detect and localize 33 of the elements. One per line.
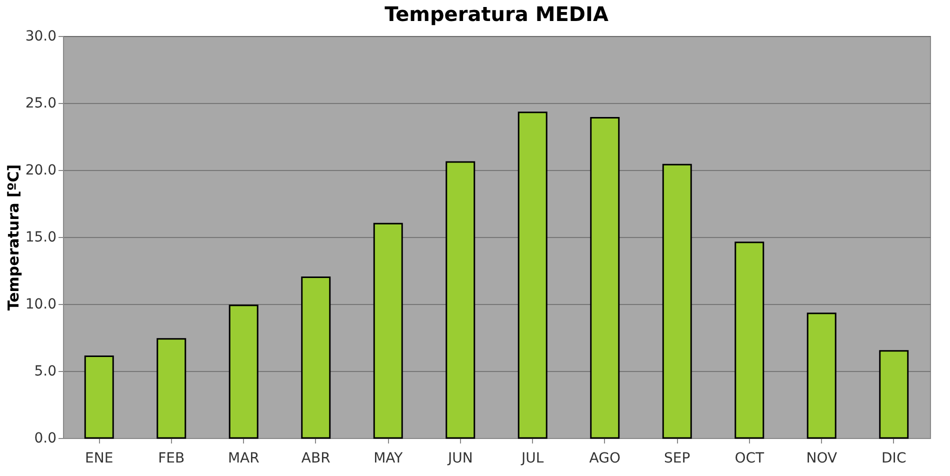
- y-tick-label: 0.0: [34, 430, 56, 446]
- bar: [156, 338, 186, 439]
- x-tick-label: SEP: [664, 450, 690, 466]
- x-tick-label: ABR: [301, 450, 331, 466]
- y-axis-title: Temperatura [ºC]: [4, 164, 22, 311]
- x-tick-label: OCT: [734, 450, 764, 466]
- y-tick-label: 20.0: [25, 162, 56, 178]
- y-tick-label: 15.0: [25, 230, 56, 246]
- y-tick-label: 10.0: [25, 296, 56, 312]
- bar: [446, 161, 476, 439]
- x-tick-label: JUL: [520, 450, 544, 466]
- x-tick-label: AGO: [589, 450, 620, 466]
- x-tick-label: FEB: [158, 450, 185, 466]
- y-tick-label: 30.0: [25, 28, 56, 44]
- x-tick-label: JUN: [446, 450, 473, 466]
- bar: [879, 350, 909, 439]
- x-tick-label: MAY: [374, 450, 404, 466]
- bar: [228, 304, 258, 439]
- bar: [84, 356, 114, 439]
- y-tick-label: 25.0: [25, 96, 56, 112]
- bar: [734, 242, 764, 439]
- x-tick-label: NOV: [806, 450, 838, 466]
- chart-title: Temperatura MEDIA: [384, 2, 609, 26]
- bar: [806, 312, 836, 439]
- bar: [373, 222, 403, 439]
- bar: [301, 276, 331, 439]
- y-tick-label: 5.0: [34, 364, 56, 380]
- bar: [662, 164, 692, 439]
- x-tick-label: MAR: [228, 450, 260, 466]
- x-tick-label: DIC: [882, 450, 906, 466]
- bar: [518, 112, 548, 439]
- x-tick-label: ENE: [85, 450, 114, 466]
- bar: [590, 116, 620, 439]
